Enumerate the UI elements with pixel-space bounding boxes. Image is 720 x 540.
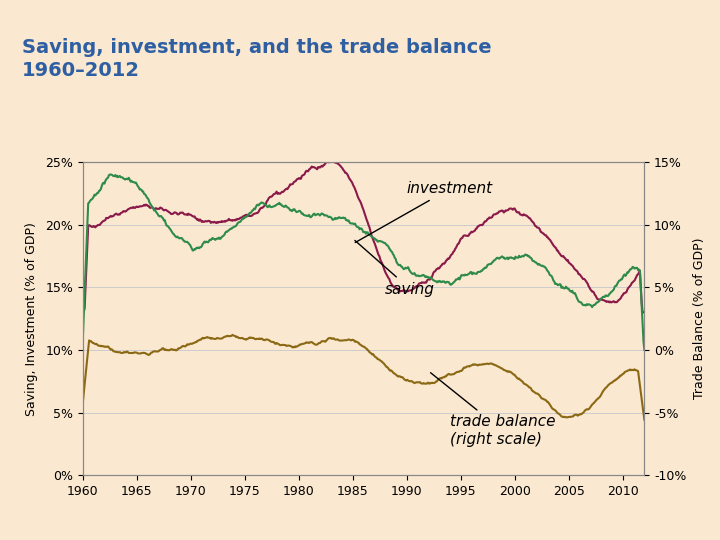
Y-axis label: Saving, Investment (% of GDP): Saving, Investment (% of GDP) [25,221,38,416]
Y-axis label: Trade Balance (% of GDP): Trade Balance (% of GDP) [693,238,706,400]
Text: Saving, investment, and the trade balance
1960–2012: Saving, investment, and the trade balanc… [22,38,491,80]
Text: investment: investment [355,181,493,242]
Text: saving: saving [355,240,435,296]
Text: trade balance
(right scale): trade balance (right scale) [431,373,556,447]
